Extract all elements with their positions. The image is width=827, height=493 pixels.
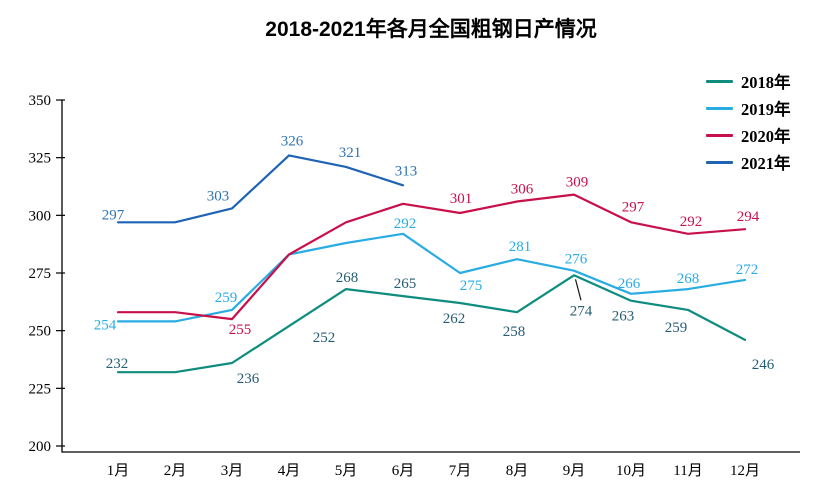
legend-item-2021: 2021年: [706, 152, 791, 173]
legend-swatch-2018: [706, 79, 733, 83]
data-label-2020年-7月: 301: [450, 191, 473, 207]
data-label-2019年-1月: 254: [94, 317, 117, 333]
legend-swatch-2020: [706, 133, 733, 137]
legend-item-2019: 2019年: [706, 98, 791, 119]
data-label-2020年-3月: 255: [229, 322, 252, 338]
data-label-2020年-9月: 309: [566, 175, 589, 191]
axes: [61, 100, 800, 453]
data-label-2020年-11月: 292: [680, 214, 703, 230]
x-tick-label: 3月: [221, 463, 244, 479]
data-label-2019年-7月: 275: [460, 278, 483, 294]
data-label-2018年-1月: 232: [106, 356, 129, 372]
x-tick-label: 2月: [164, 463, 187, 479]
data-label-2018年-10月: 263: [612, 309, 635, 325]
legend-label-2020: 2020年: [741, 127, 791, 146]
series-line-2018年: [116, 274, 747, 374]
data-label-2019年-10月: 266: [618, 276, 641, 292]
data-label-2021年-1月: 297: [102, 207, 125, 223]
series-line-2020年: [116, 193, 747, 321]
x-tick-label: 9月: [563, 463, 586, 479]
data-label-2020年-10月: 297: [622, 199, 645, 215]
y-tick-label: 350: [29, 93, 52, 109]
data-label-2019年-6月: 292: [394, 216, 417, 232]
x-tick-label: 7月: [449, 463, 472, 479]
x-tick-label: 1月: [107, 463, 130, 479]
data-label-2021年-5月: 321: [339, 145, 362, 161]
data-label-2018年-12月: 246: [752, 357, 775, 373]
legend-item-2020: 2020年: [706, 125, 791, 146]
y-tick-label: 200: [29, 439, 52, 455]
data-label-2018年-4月: 252: [313, 330, 336, 346]
data-label-2020年-12月: 294: [737, 209, 760, 225]
series-line-2019年: [116, 232, 747, 323]
callout-leader-line: [574, 279, 582, 301]
data-label-2019年-3月: 259: [215, 290, 238, 306]
data-label-2021年-6月: 313: [395, 163, 418, 179]
data-label-2019年-11月: 268: [677, 271, 700, 287]
series-line-2021年: [116, 154, 405, 224]
x-tick-label: 6月: [392, 463, 415, 479]
data-label-2021年-3月: 303: [207, 188, 230, 204]
data-label-2018年-8月: 258: [503, 324, 526, 340]
y-tick-label: 325: [29, 151, 52, 167]
data-label-2019年-12月: 272: [736, 262, 759, 278]
x-tick-label: 8月: [506, 463, 529, 479]
y-tick-label: 250: [29, 324, 52, 340]
data-label-2020年-8月: 306: [511, 181, 534, 197]
data-label-2018年-9月: 274: [570, 303, 593, 319]
data-label-2021年-4月: 326: [281, 133, 304, 149]
data-label-2018年-5月: 268: [336, 270, 359, 286]
y-tick-label: 300: [29, 208, 52, 224]
x-tick-label: 10月: [616, 463, 646, 479]
legend: 2018年 2019年 2020年 2021年: [706, 71, 791, 173]
data-label-2019年-9月: 276: [565, 252, 588, 268]
legend-item-2018: 2018年: [706, 71, 791, 92]
data-label-2018年-7月: 262: [443, 311, 466, 327]
data-label-2018年-3月: 236: [237, 371, 260, 387]
x-tick-label: 12月: [730, 463, 760, 479]
chart-title: 2018-2021年各月全国粗钢日产情况: [265, 18, 597, 41]
x-tick-label: 11月: [673, 463, 702, 479]
legend-swatch-2019: [706, 106, 733, 110]
x-tick-label: 5月: [335, 463, 358, 479]
data-label-2018年-11月: 259: [665, 320, 688, 336]
legend-swatch-2021: [706, 160, 733, 164]
x-tick-label: 4月: [278, 463, 301, 479]
legend-label-2019: 2019年: [741, 100, 791, 119]
legend-label-2021: 2021年: [741, 154, 791, 173]
data-label-2019年-8月: 281: [509, 239, 532, 255]
legend-label-2018: 2018年: [741, 73, 791, 92]
data-label-2018年-6月: 265: [394, 276, 417, 292]
y-tick-label: 225: [29, 381, 52, 397]
y-tick-label: 275: [29, 266, 52, 282]
